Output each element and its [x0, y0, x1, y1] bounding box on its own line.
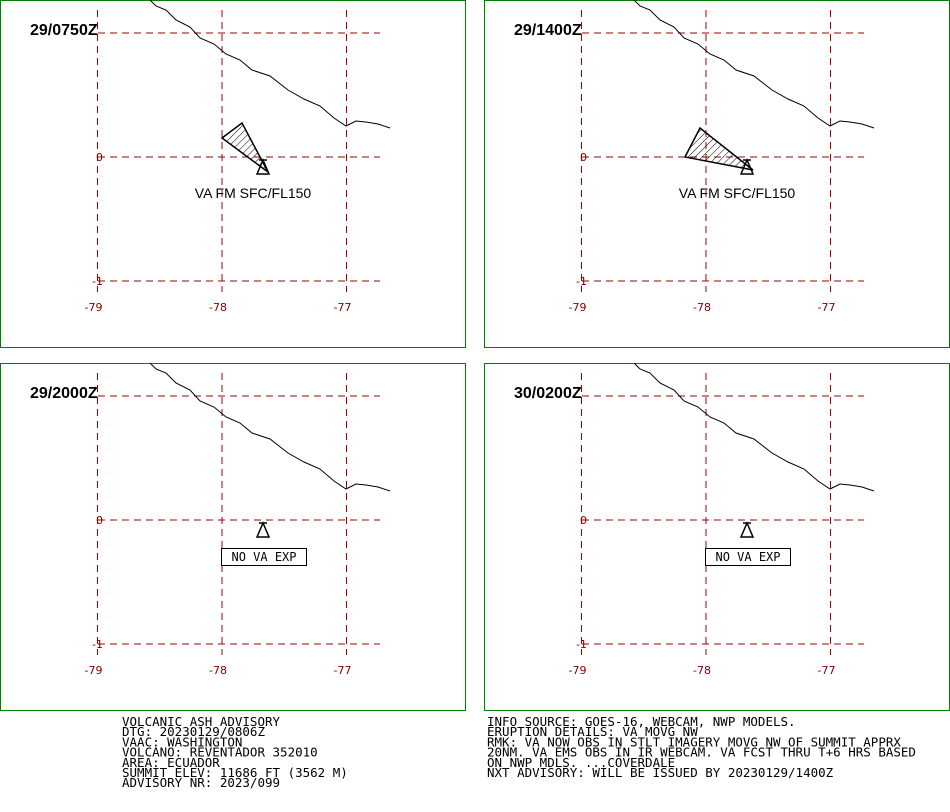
annotation: VA FM SFC/FL150 [195, 185, 312, 201]
lat-label: -1 [576, 638, 587, 651]
lon-label: -79 [569, 664, 587, 677]
ash-cloud [220, 121, 269, 173]
lon-label: -77 [818, 664, 836, 677]
panel-border [0, 0, 466, 348]
annotation: NO VA EXP [715, 550, 780, 564]
volcano-symbol [255, 521, 271, 538]
valid-time: 29/2000Z [30, 385, 98, 402]
advisory-line: ADVISORY NR: 2023/099 [122, 775, 280, 790]
ash-cloud [683, 126, 754, 171]
map-panel: -79 -78 -77 0 -1 29/1400Z VA FM SFC/FL150 [484, 0, 950, 348]
lat-label: 0 [580, 514, 587, 527]
lon-label: -79 [85, 301, 103, 314]
advisory-line: VAAC: WASHINGTON [122, 734, 242, 749]
lat-label: 0 [580, 151, 587, 164]
advisory-line: ERUPTION DETAILS: VA MOVG NW [487, 724, 698, 739]
volcano-symbol [255, 158, 271, 175]
lon-label: -79 [85, 664, 103, 677]
volcano-symbol [739, 158, 755, 175]
advisory-line: SUMMIT ELEV: 11686 FT (3562 M) [122, 765, 348, 780]
map-panel: -79 -78 -77 0 -1 29/0750Z VA FM SFC/FL150 [0, 0, 466, 348]
advisory-line: ON NWP MDLS. ...COVERDALE [487, 755, 675, 770]
advisory-line: AREA: ECUADOR [122, 755, 220, 770]
annotation-box [221, 548, 307, 566]
advisory-line: VOLCANO: REVENTADOR 352010 [122, 745, 318, 760]
panel-border [484, 0, 950, 348]
annotation-box [705, 548, 791, 566]
coastline [149, 362, 391, 492]
lon-label: -77 [334, 664, 352, 677]
panel-border [0, 363, 466, 711]
advisory-line: INFO SOURCE: GOES-16, WEBCAM, NWP MODELS… [487, 714, 796, 729]
lat-label: -1 [92, 638, 103, 651]
lat-label: -1 [92, 275, 103, 288]
advisory-line: DTG: 20230129/0806Z [122, 724, 265, 739]
coastline [633, 362, 875, 492]
coastline [633, 0, 875, 129]
lon-label: -78 [693, 664, 711, 677]
panel-border [484, 363, 950, 711]
advisory-line: NXT ADVISORY: WILL BE ISSUED BY 20230129… [487, 765, 834, 780]
lon-label: -77 [334, 301, 352, 314]
advisory-line: VOLCANIC ASH ADVISORY [122, 714, 281, 729]
valid-time: 29/0750Z [30, 22, 98, 39]
volcano-symbol [739, 521, 755, 538]
valid-time: 30/0200Z [514, 385, 582, 402]
map-panel: -79 -78 -77 0 -1 30/0200Z NO VA EXP [484, 362, 950, 711]
valid-time: 29/1400Z [514, 22, 582, 39]
map-panel: -79 -78 -77 0 -1 29/2000Z NO VA EXP [0, 362, 466, 711]
lon-label: -78 [209, 301, 227, 314]
lat-label: -1 [576, 275, 587, 288]
lat-label: 0 [96, 514, 103, 527]
lon-label: -78 [693, 301, 711, 314]
advisory-line: RMK: VA NOW OBS IN STLT IMAGERY MOVG NW … [487, 734, 901, 749]
annotation: VA FM SFC/FL150 [679, 185, 796, 201]
annotation: NO VA EXP [231, 550, 296, 564]
lon-label: -78 [209, 664, 227, 677]
coastline [149, 0, 391, 129]
lon-label: -79 [569, 301, 587, 314]
advisory-line: 20NM. VA EMS OBS IN IR WEBCAM. VA FCST T… [487, 745, 916, 760]
lon-label: -77 [818, 301, 836, 314]
lat-label: 0 [96, 151, 103, 164]
